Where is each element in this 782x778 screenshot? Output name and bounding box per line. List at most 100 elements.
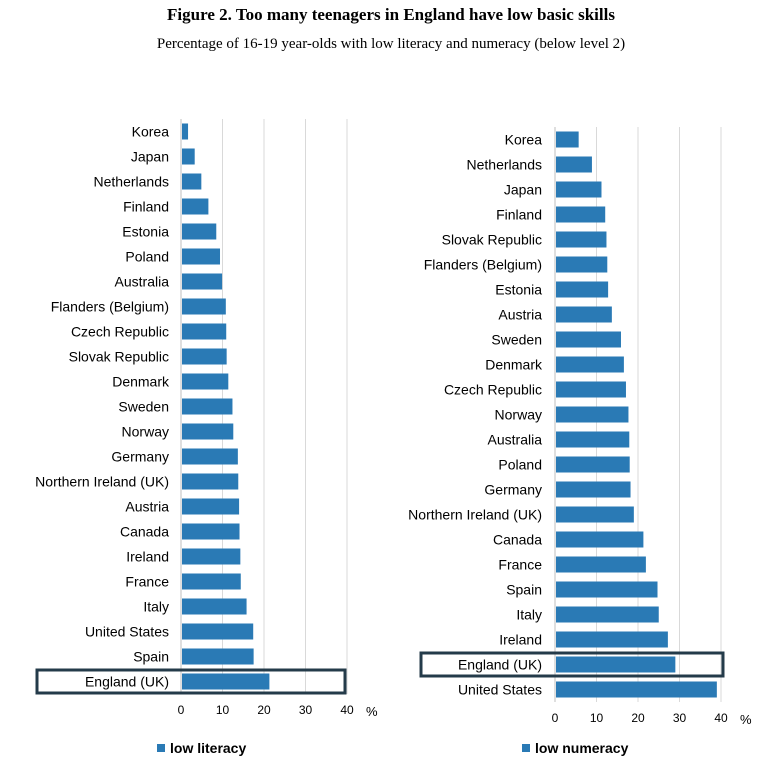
category-label: United States bbox=[85, 624, 169, 640]
category-label: Slovak Republic bbox=[69, 349, 169, 365]
bar-france bbox=[556, 556, 646, 573]
category-label: France bbox=[125, 574, 169, 590]
bar-poland bbox=[182, 248, 221, 265]
bar-ireland bbox=[182, 548, 241, 565]
bar-finland bbox=[556, 206, 606, 223]
bar-sweden bbox=[556, 331, 621, 348]
legend-swatch-icon bbox=[522, 744, 530, 752]
category-label: Germany bbox=[484, 482, 542, 498]
category-label: Japan bbox=[504, 182, 542, 198]
category-label: Japan bbox=[131, 149, 169, 165]
bar-denmark bbox=[182, 373, 229, 390]
category-label: Poland bbox=[498, 457, 542, 473]
bar-canada bbox=[182, 523, 240, 540]
bar-estonia bbox=[556, 281, 609, 298]
x-tick-label: 20 bbox=[257, 703, 271, 717]
category-label: Norway bbox=[495, 407, 542, 423]
category-label: England (UK) bbox=[85, 674, 169, 690]
bar-slovak-republic bbox=[182, 348, 227, 365]
bar-netherlands bbox=[556, 156, 592, 173]
bar-flanders-belgium bbox=[182, 298, 226, 315]
category-label: Australia bbox=[488, 432, 543, 448]
x-tick-label: 20 bbox=[631, 711, 645, 725]
numeracy-chart: Korea Netherlands Japan Finland Slovak Repub… bbox=[408, 127, 752, 727]
category-label: Northern Ireland (UK) bbox=[408, 507, 542, 523]
x-tick-label: 0 bbox=[178, 703, 185, 717]
category-label: Denmark bbox=[112, 374, 170, 390]
bar-slovak-republic bbox=[556, 231, 607, 248]
bar-norway bbox=[556, 406, 629, 423]
bar-finland bbox=[182, 198, 209, 215]
bar-northern-ireland-uk bbox=[182, 473, 239, 490]
bar-northern-ireland-uk bbox=[556, 506, 634, 523]
bar-italy bbox=[556, 606, 659, 623]
category-label: Sweden bbox=[491, 332, 542, 348]
bar-japan bbox=[556, 181, 602, 198]
figure-subtitle: Percentage of 16-19 year-olds with low l… bbox=[156, 36, 626, 52]
bar-austria bbox=[182, 498, 240, 515]
category-label: Finland bbox=[496, 207, 542, 223]
category-label: Estonia bbox=[122, 224, 169, 240]
bar-australia bbox=[182, 273, 223, 290]
category-label: Korea bbox=[505, 132, 543, 148]
bar-australia bbox=[556, 431, 630, 448]
bar-korea bbox=[182, 123, 189, 140]
x-tick-label: 10 bbox=[216, 703, 230, 717]
x-tick-label: 30 bbox=[673, 711, 687, 725]
bar-czech-republic bbox=[182, 323, 227, 340]
category-label: Italy bbox=[143, 599, 169, 615]
bar-united-states bbox=[182, 623, 254, 640]
category-label: Flanders (Belgium) bbox=[51, 299, 169, 315]
category-label: Flanders (Belgium) bbox=[424, 257, 542, 273]
bar-norway bbox=[182, 423, 234, 440]
category-label: Poland bbox=[125, 249, 169, 265]
bar-canada bbox=[556, 531, 644, 548]
category-label: Netherlands bbox=[94, 174, 170, 190]
bar-czech-republic bbox=[556, 381, 626, 398]
bar-ireland bbox=[556, 631, 668, 648]
category-label: Czech Republic bbox=[444, 382, 542, 398]
category-label: Austria bbox=[125, 499, 169, 515]
bar-italy bbox=[182, 598, 247, 615]
category-label: Canada bbox=[120, 524, 169, 540]
bar-denmark bbox=[556, 356, 624, 373]
figure-title: Figure 2. Too many teenagers in England … bbox=[167, 5, 615, 24]
category-label: Germany bbox=[111, 449, 169, 465]
x-axis-label: % bbox=[366, 704, 378, 719]
bar-germany bbox=[182, 448, 238, 465]
bar-austria bbox=[556, 306, 612, 323]
bar-poland bbox=[556, 456, 630, 473]
category-label: Norway bbox=[122, 424, 169, 440]
category-label: Korea bbox=[132, 124, 170, 140]
x-tick-label: 40 bbox=[714, 711, 728, 725]
category-label: Slovak Republic bbox=[442, 232, 542, 248]
category-label: Czech Republic bbox=[71, 324, 169, 340]
bar-japan bbox=[182, 148, 195, 165]
x-tick-label: 0 bbox=[552, 711, 559, 725]
category-label: Australia bbox=[115, 274, 170, 290]
highlight-box bbox=[419, 651, 725, 678]
bar-spain bbox=[182, 648, 254, 665]
category-label: Ireland bbox=[126, 549, 169, 565]
bar-england-uk bbox=[556, 656, 676, 673]
legend-label-low-literacy: low literacy bbox=[170, 740, 247, 756]
bar-netherlands bbox=[182, 173, 202, 190]
category-label: Italy bbox=[516, 607, 542, 623]
bar-korea bbox=[556, 131, 579, 148]
x-tick-label: 30 bbox=[299, 703, 313, 717]
x-tick-label: 40 bbox=[340, 703, 354, 717]
category-label: Finland bbox=[123, 199, 169, 215]
category-label: France bbox=[498, 557, 542, 573]
category-label: Sweden bbox=[118, 399, 169, 415]
bar-flanders-belgium bbox=[556, 256, 608, 273]
category-label: Austria bbox=[498, 307, 542, 323]
category-label: Spain bbox=[506, 582, 542, 598]
category-label: Estonia bbox=[495, 282, 542, 298]
legend-low-numeracy: low numeracy bbox=[522, 740, 628, 756]
bar-estonia bbox=[182, 223, 217, 240]
category-label: Ireland bbox=[499, 632, 542, 648]
legend-label-low-numeracy: low numeracy bbox=[535, 740, 629, 756]
bar-france bbox=[182, 573, 241, 590]
category-label: England (UK) bbox=[458, 657, 542, 673]
